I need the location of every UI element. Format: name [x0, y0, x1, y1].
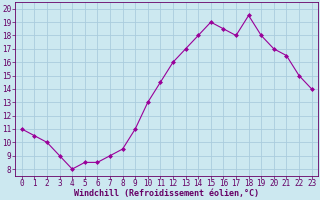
X-axis label: Windchill (Refroidissement éolien,°C): Windchill (Refroidissement éolien,°C): [74, 189, 259, 198]
